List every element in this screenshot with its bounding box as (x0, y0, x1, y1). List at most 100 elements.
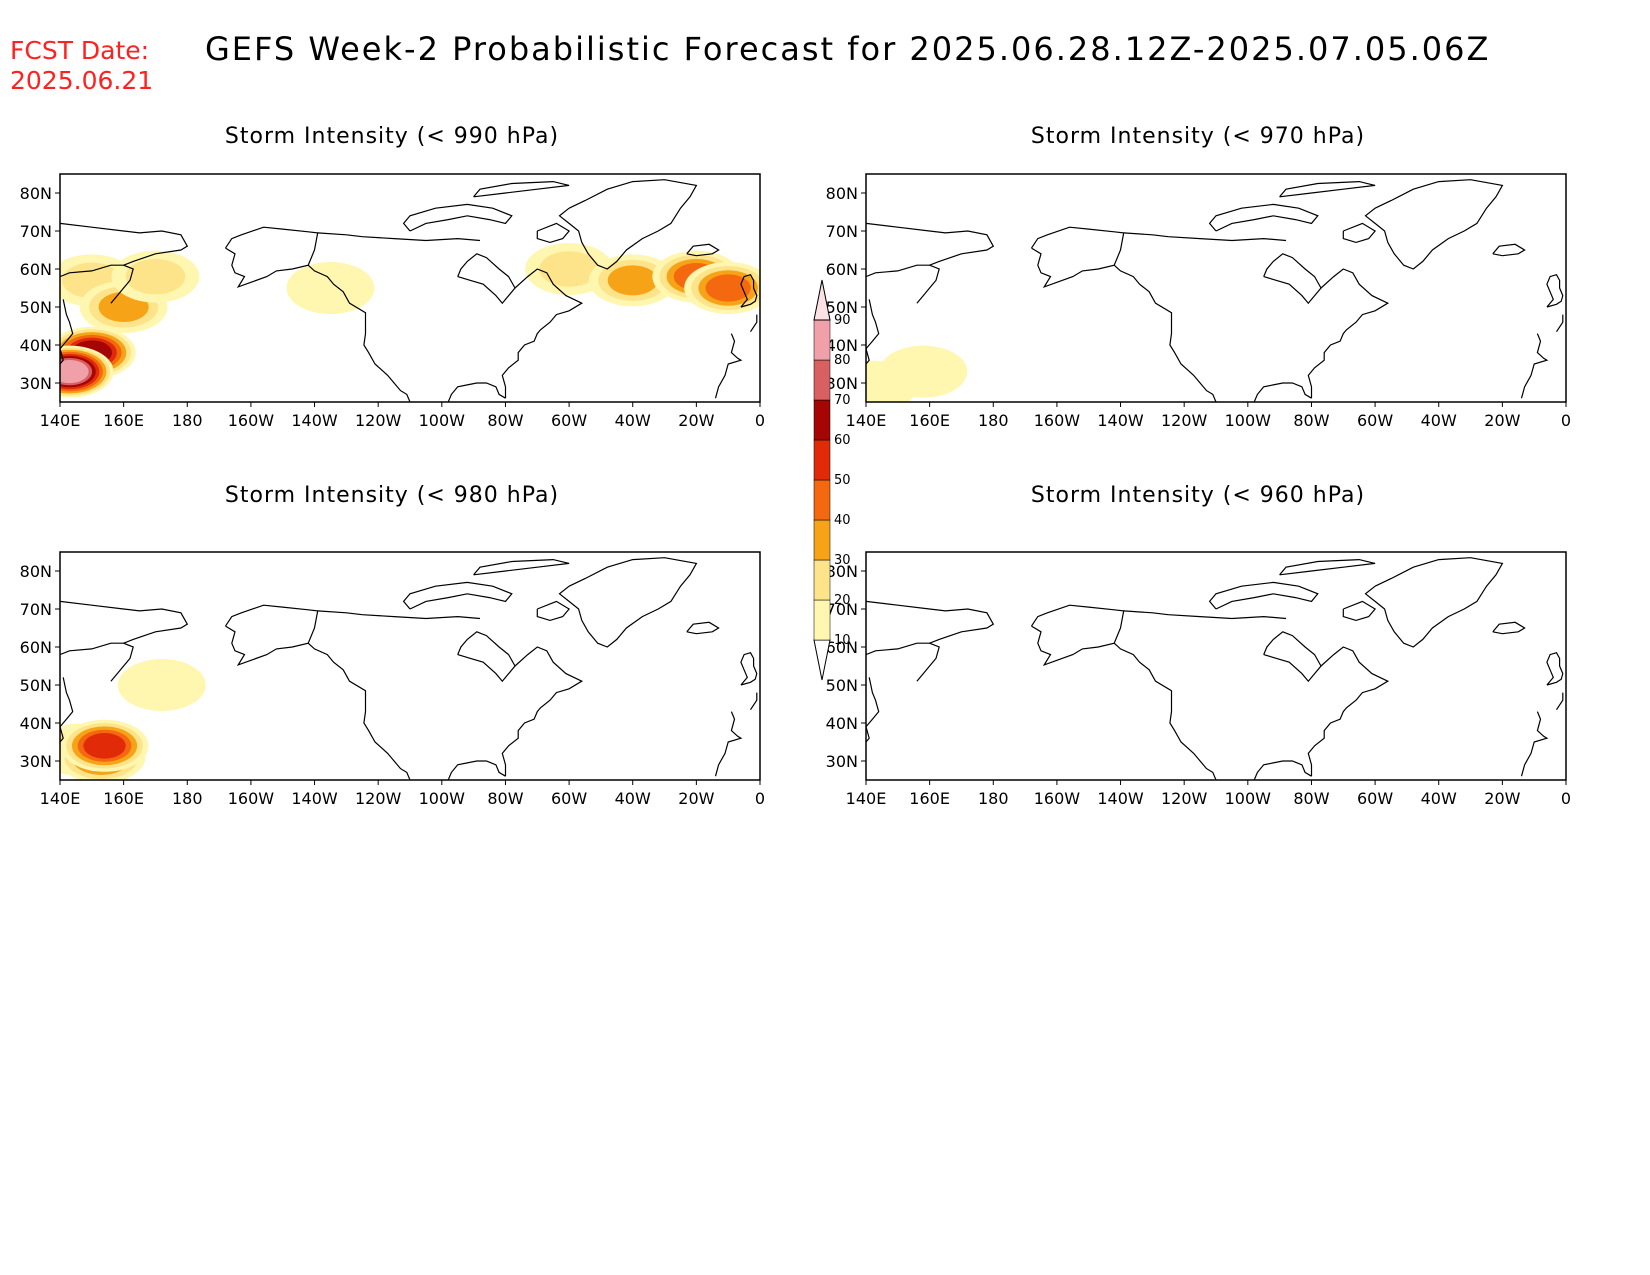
lon-tick-label: 160W (1034, 411, 1081, 430)
panel-title-960: Storm Intensity (< 960 hPa) (1030, 483, 1366, 508)
coastline (866, 677, 880, 743)
coastlines (60, 557, 758, 780)
lon-tick-label: 180 (978, 789, 1009, 808)
coastline (110, 642, 134, 682)
lat-tick-label: 70N (20, 222, 52, 241)
lon-tick-label: 0 (755, 411, 765, 430)
coastline (1342, 600, 1377, 622)
coastline (1263, 253, 1322, 305)
lon-tick-label: 60W (551, 411, 587, 430)
lon-tick-label: 40W (1421, 411, 1457, 430)
lon-tick-label: 140E (846, 411, 887, 430)
lat-tick-label: 50N (20, 676, 52, 695)
coastline (60, 299, 74, 365)
lon-tick-label: 100W (419, 789, 466, 808)
lat-tick-label: 30N (20, 374, 52, 393)
colorbar-segment (813, 439, 831, 481)
colorbar-label: 50 (834, 473, 851, 488)
probability-patch (60, 360, 89, 384)
coastline (866, 299, 880, 365)
coastline (1307, 268, 1390, 399)
probability-patch (286, 262, 375, 314)
coastline (60, 222, 189, 278)
coastline (447, 760, 506, 780)
lat-tick-label: 40N (826, 336, 858, 355)
coastline (740, 273, 758, 308)
coastline (714, 333, 743, 399)
coastline (457, 631, 516, 683)
lon-tick-label: 140E (40, 789, 81, 808)
lon-tick-label: 100W (419, 411, 466, 430)
coastline (307, 642, 411, 780)
lon-tick-label: 80W (1293, 411, 1329, 430)
probability-patch (879, 345, 968, 398)
lon-tick-label: 180 (172, 411, 203, 430)
coastline (447, 382, 506, 402)
coastline (714, 711, 743, 777)
colorbar-label: 30 (834, 553, 851, 568)
lon-tick-label: 40W (615, 411, 651, 430)
coastline (473, 180, 570, 198)
coastline (866, 600, 995, 656)
lat-tick-label: 40N (20, 714, 52, 733)
lat-tick-label: 60N (20, 638, 52, 657)
map-panel-960: 80N 70N 60N 50N 40N 30N 140E 160E 180 160W 140W 120… (826, 551, 1571, 808)
coastline (317, 232, 481, 242)
probability-patch (539, 251, 599, 287)
coastline (1208, 203, 1319, 232)
probability-field (866, 345, 968, 402)
lon-tick-label: 160W (228, 789, 275, 808)
lon-tick-label: 100W (1225, 411, 1272, 430)
coastline (60, 677, 74, 743)
coastline (1030, 226, 1125, 289)
lon-tick-label: 20W (678, 789, 714, 808)
coastline (1113, 642, 1217, 780)
coastline (1364, 179, 1504, 270)
lon-tick-label: 120W (1161, 789, 1208, 808)
panel-title-990: Storm Intensity (< 990 hPa) (224, 124, 560, 149)
map-panel-970: 80N 70N 60N 50N 40N 30N 140E 160E 180 160W 140W 120… (826, 173, 1571, 430)
page-title: GEFS Week-2 Probabilistic Forecast for 2… (205, 30, 1491, 68)
map-group: 80N 70N 60N 50N 40N 30N 140E 160E 180 160W 140W 120… (20, 173, 765, 430)
probability-patch (125, 258, 186, 295)
lon-tick-label: 60W (1357, 789, 1393, 808)
coastline (866, 222, 995, 278)
coastline (1492, 243, 1526, 257)
coastline (536, 600, 571, 622)
colorbar-label: 20 (834, 593, 851, 608)
lat-tick-label: 30N (826, 374, 858, 393)
coastline (1123, 232, 1287, 242)
colorbar-label: 10 (834, 633, 851, 648)
lat-tick-label: 80N (826, 184, 858, 203)
coastlines (60, 179, 758, 402)
coastline (558, 557, 698, 648)
coastline (1113, 264, 1217, 402)
lon-tick-label: 180 (172, 789, 203, 808)
forecast-date-label: FCST Date: (10, 36, 150, 65)
coastlines (866, 179, 1564, 402)
lat-tick-label: 40N (826, 714, 858, 733)
lat-tick-label: 50N (826, 676, 858, 695)
lat-tick-label: 60N (826, 638, 858, 657)
coastlines (866, 557, 1564, 780)
colorbar: 10 20 30 40 50 60 70 80 90 (813, 279, 851, 681)
colorbar-label: 90 (834, 313, 851, 328)
map-frame (865, 173, 1567, 403)
probability-patch (607, 265, 658, 296)
lon-tick-label: 0 (1561, 411, 1571, 430)
coastline (536, 222, 571, 244)
lat-tick-label: 70N (826, 222, 858, 241)
colorbar-segment (813, 319, 831, 361)
lat-tick-label: 80N (20, 184, 52, 203)
lon-tick-label: 60W (551, 789, 587, 808)
map-panel-980: 80N 70N 60N 50N 40N 30N 140E 160E 180 160W 140W 120… (20, 551, 765, 808)
probability-field (60, 243, 760, 398)
coastline (1546, 651, 1564, 686)
lon-tick-label: 40W (1421, 789, 1457, 808)
coastline (1546, 273, 1564, 308)
colorbar-segment (813, 519, 831, 561)
lon-tick-label: 140E (40, 411, 81, 430)
coastline (1253, 382, 1312, 402)
lon-tick-label: 180 (978, 411, 1009, 430)
colorbar-segment (813, 359, 831, 401)
